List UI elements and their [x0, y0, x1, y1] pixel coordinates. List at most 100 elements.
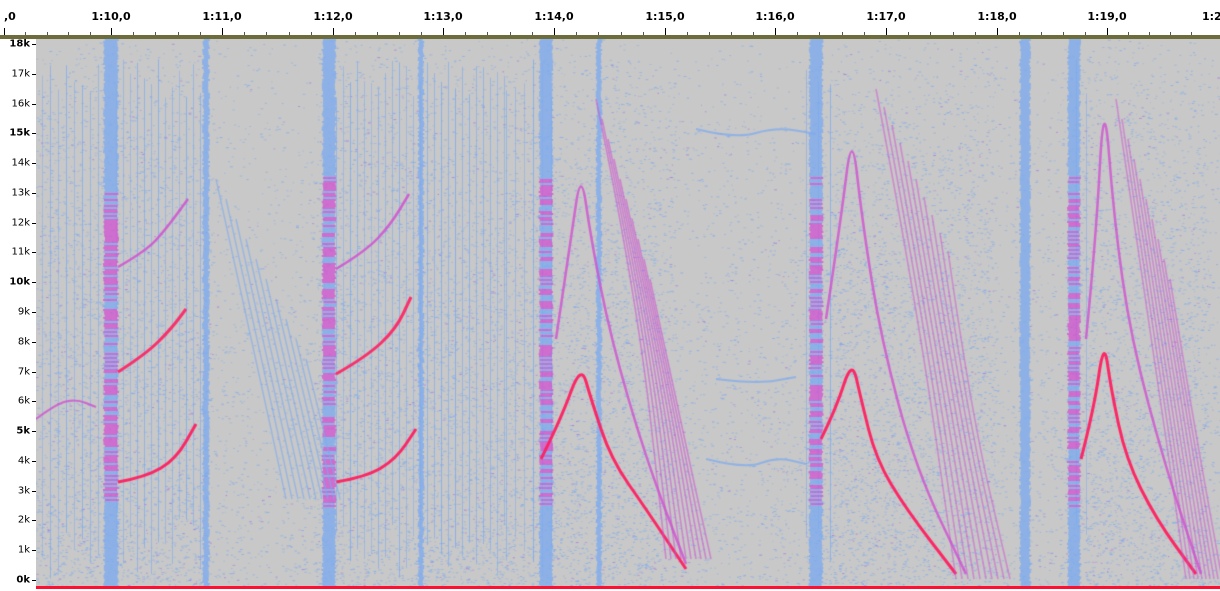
frequency-tick: [32, 282, 36, 284]
frequency-label: 11k: [11, 246, 30, 258]
time-label: 1:16,0: [755, 10, 795, 23]
time-tick: [421, 32, 422, 35]
time-tick: [886, 28, 887, 35]
frequency-tick: [32, 163, 36, 165]
frequency-label: 13k: [11, 187, 30, 199]
time-tick: [311, 32, 312, 35]
frequency-label: 14k: [11, 157, 30, 169]
time-label: 1:19,0: [1087, 10, 1127, 23]
time-tick: [576, 32, 577, 35]
time-tick: [333, 28, 334, 35]
frequency-label: 18k: [9, 38, 30, 50]
time-tick: [289, 32, 290, 35]
frequency-tick: [32, 371, 36, 373]
time-tick: [709, 32, 710, 35]
time-tick: [1191, 32, 1192, 35]
time-label: ,0: [4, 10, 16, 23]
time-tick: [598, 32, 599, 35]
frequency-label: 1k: [17, 544, 30, 556]
time-tick: [465, 32, 466, 35]
time-tick: [953, 32, 954, 35]
time-tick: [111, 28, 112, 35]
time-tick: [864, 32, 865, 35]
frequency-tick: [32, 103, 36, 105]
time-tick: [554, 28, 555, 35]
time-tick: [975, 32, 976, 35]
time-tick: [532, 32, 533, 35]
time-tick: [819, 32, 820, 35]
time-label: 1:12,0: [313, 10, 353, 23]
time-tick: [997, 28, 998, 35]
time-tick: [90, 32, 91, 35]
time-tick: [1041, 32, 1042, 35]
time-tick: [47, 32, 48, 35]
time-tick: [4, 28, 5, 35]
frequency-tick: [32, 431, 36, 433]
frequency-ruler[interactable]: 18k 17k 16k 15k 14k 13k 12k 11k 10k 9k 8k 7k 6k 5k 4k 3…: [0, 39, 36, 591]
frequency-tick: [32, 460, 36, 462]
frequency-label: 4k: [17, 455, 30, 467]
time-tick: [665, 28, 666, 35]
frequency-label: 17k: [11, 68, 30, 80]
spectrogram-view[interactable]: [36, 39, 1220, 589]
frequency-tick: [32, 252, 36, 254]
time-tick: [1149, 32, 1150, 35]
time-tick: [155, 32, 156, 35]
track-top-border: [0, 35, 1220, 39]
time-tick: [133, 32, 134, 35]
time-tick: [178, 32, 179, 35]
frequency-label: 10k: [9, 276, 30, 288]
frequency-label: 3k: [17, 485, 30, 497]
low-frequency-band: [36, 586, 1220, 589]
time-tick: [775, 28, 776, 35]
frequency-label: 9k: [17, 306, 30, 318]
time-tick: [1170, 32, 1171, 35]
time-label: 1:13,0: [423, 10, 463, 23]
frequency-tick: [32, 133, 36, 135]
time-tick: [399, 32, 400, 35]
time-label: 1:17,0: [866, 10, 906, 23]
frequency-label: 2k: [17, 514, 30, 526]
time-tick: [1107, 28, 1108, 35]
frequency-tick: [32, 73, 36, 75]
time-tick: [200, 32, 201, 35]
time-tick: [1063, 32, 1064, 35]
time-label: 1:2: [1202, 10, 1220, 23]
time-tick: [1128, 32, 1129, 35]
frequency-label: 5k: [16, 425, 30, 437]
time-tick: [643, 32, 644, 35]
time-tick: [355, 32, 356, 35]
frequency-tick: [32, 580, 36, 581]
frequency-tick: [32, 44, 36, 45]
time-tick: [930, 32, 931, 35]
time-tick: [377, 32, 378, 35]
timeline-ruler[interactable]: ,0 1:10,0 1:11,0 1:12,0 1:13,0 1:14,0 1:15,0 1:…: [0, 0, 1220, 35]
time-tick: [731, 32, 732, 35]
frequency-label: 6k: [17, 395, 30, 407]
frequency-label: 15k: [9, 127, 30, 139]
frequency-tick: [32, 401, 36, 403]
time-tick: [443, 28, 444, 35]
time-tick: [842, 32, 843, 35]
frequency-label: 0k: [16, 574, 30, 586]
time-tick: [25, 32, 26, 35]
time-tick: [687, 32, 688, 35]
time-tick: [621, 32, 622, 35]
frequency-label: 7k: [17, 366, 30, 378]
time-label: 1:11,0: [202, 10, 242, 23]
frequency-tick: [32, 490, 36, 492]
time-tick: [510, 32, 511, 35]
time-label: 1:18,0: [977, 10, 1017, 23]
frequency-tick: [32, 520, 36, 522]
time-label: 1:10,0: [91, 10, 131, 23]
frequency-tick: [32, 192, 36, 194]
time-label: 1:15,0: [645, 10, 685, 23]
time-tick: [487, 32, 488, 35]
time-tick: [222, 28, 223, 35]
frequency-tick: [32, 312, 36, 313]
frequency-tick: [32, 550, 36, 552]
time-tick: [1085, 32, 1086, 35]
frequency-label: 12k: [11, 217, 30, 229]
time-tick: [908, 32, 909, 35]
time-tick: [753, 32, 754, 35]
